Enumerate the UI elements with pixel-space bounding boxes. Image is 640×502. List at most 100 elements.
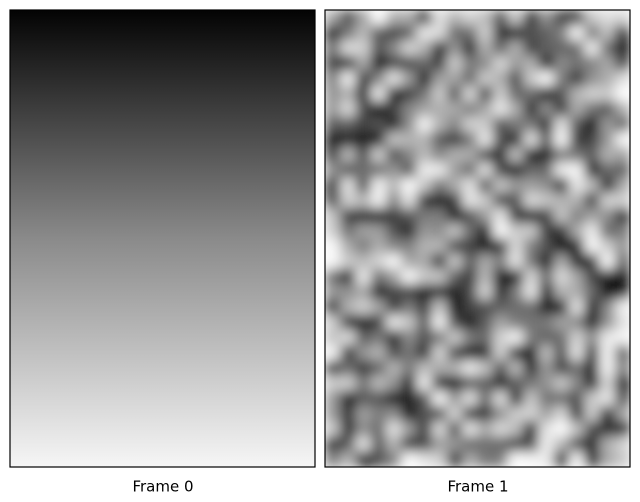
noise-cell bbox=[553, 436, 570, 453]
noise-cell bbox=[462, 116, 478, 133]
noise-cell bbox=[325, 147, 341, 163]
panel-label: Frame 1 bbox=[447, 478, 508, 496]
noise-cell bbox=[599, 345, 616, 361]
noise-cell bbox=[325, 314, 341, 331]
noise-cell bbox=[569, 86, 585, 102]
noise-cell bbox=[355, 329, 372, 346]
noise-cell bbox=[386, 451, 402, 467]
noise-cell bbox=[340, 253, 356, 270]
noise-cell bbox=[523, 162, 539, 179]
noise-cell bbox=[614, 25, 630, 41]
noise-cell bbox=[508, 451, 524, 467]
noise-cell bbox=[370, 360, 387, 377]
noise-cell bbox=[523, 70, 539, 87]
noise-cell bbox=[447, 55, 463, 72]
noise-cell bbox=[462, 345, 478, 361]
noise-cell bbox=[538, 177, 555, 194]
noise-cell bbox=[431, 116, 448, 133]
noise-cell bbox=[386, 55, 402, 72]
noise-cell bbox=[523, 451, 539, 467]
noise-cell bbox=[553, 451, 570, 467]
noise-cell bbox=[401, 116, 417, 133]
noise-cell bbox=[523, 345, 539, 361]
noise-cell bbox=[508, 116, 524, 133]
noise-cell bbox=[614, 406, 630, 422]
noise-cell bbox=[523, 406, 539, 422]
noise-cell bbox=[401, 345, 417, 361]
noise-cell bbox=[553, 40, 570, 57]
noise-cell bbox=[431, 268, 448, 285]
noise-cell bbox=[599, 421, 616, 438]
noise-cell bbox=[569, 345, 585, 361]
noise-cell bbox=[523, 223, 539, 239]
noise-cell bbox=[431, 147, 448, 163]
noise-cell bbox=[340, 55, 356, 72]
noise-cell bbox=[416, 345, 433, 361]
noise-cell bbox=[477, 101, 494, 118]
noise-cell bbox=[416, 329, 433, 346]
noise-cell bbox=[508, 268, 524, 285]
noise-cell bbox=[340, 284, 356, 300]
noise-cell bbox=[401, 299, 417, 316]
noise-cell bbox=[599, 162, 616, 179]
noise-cell bbox=[477, 284, 494, 300]
noise-cell bbox=[340, 451, 356, 467]
noise-cell bbox=[523, 375, 539, 392]
noise-cell bbox=[538, 192, 555, 209]
noise-cell bbox=[416, 25, 433, 41]
noise-cell bbox=[599, 223, 616, 239]
noise-cell bbox=[401, 55, 417, 72]
noise-cell bbox=[492, 101, 509, 118]
noise-cell bbox=[355, 162, 372, 179]
noise-cell bbox=[431, 223, 448, 239]
noise-cell bbox=[508, 314, 524, 331]
noise-cell bbox=[416, 314, 433, 331]
noise-cell bbox=[401, 177, 417, 194]
noise-cell bbox=[508, 162, 524, 179]
noise-cell bbox=[462, 192, 478, 209]
noise-cell bbox=[325, 406, 341, 422]
noise-cell bbox=[508, 345, 524, 361]
noise-cell bbox=[370, 299, 387, 316]
noise-cell bbox=[523, 329, 539, 346]
noise-cell bbox=[614, 329, 630, 346]
panel-frame bbox=[324, 9, 631, 468]
noise-cell bbox=[584, 55, 600, 72]
noise-cell bbox=[431, 360, 448, 377]
noise-cell bbox=[401, 436, 417, 453]
noise-cell bbox=[614, 223, 630, 239]
noise-cell bbox=[553, 192, 570, 209]
noise-cell bbox=[462, 147, 478, 163]
noise-cell bbox=[538, 314, 555, 331]
noise-cell bbox=[386, 436, 402, 453]
noise-cell bbox=[477, 177, 494, 194]
noise-cell bbox=[401, 162, 417, 179]
noise-cell bbox=[355, 284, 372, 300]
noise-cell bbox=[447, 299, 463, 316]
noise-cell bbox=[462, 451, 478, 467]
noise-cell bbox=[355, 177, 372, 194]
noise-cell bbox=[355, 314, 372, 331]
noise-cell bbox=[462, 390, 478, 407]
noise-cell bbox=[584, 390, 600, 407]
noise-cell bbox=[508, 208, 524, 224]
noise-cell bbox=[370, 86, 387, 102]
noise-cell bbox=[462, 162, 478, 179]
noise-cell bbox=[614, 284, 630, 300]
noise-cell bbox=[614, 421, 630, 438]
noise-cell bbox=[599, 406, 616, 422]
noise-cell bbox=[614, 116, 630, 133]
noise-cell bbox=[508, 147, 524, 163]
noise-cell bbox=[370, 40, 387, 57]
noise-cell bbox=[477, 390, 494, 407]
noise-cell bbox=[477, 345, 494, 361]
noise-cell bbox=[569, 101, 585, 118]
noise-cell bbox=[492, 329, 509, 346]
noise-cell bbox=[386, 406, 402, 422]
noise-cell bbox=[447, 101, 463, 118]
noise-cell bbox=[462, 375, 478, 392]
noise-cell bbox=[614, 375, 630, 392]
noise-cell bbox=[569, 360, 585, 377]
noise-cell bbox=[477, 147, 494, 163]
noise-cell bbox=[325, 55, 341, 72]
